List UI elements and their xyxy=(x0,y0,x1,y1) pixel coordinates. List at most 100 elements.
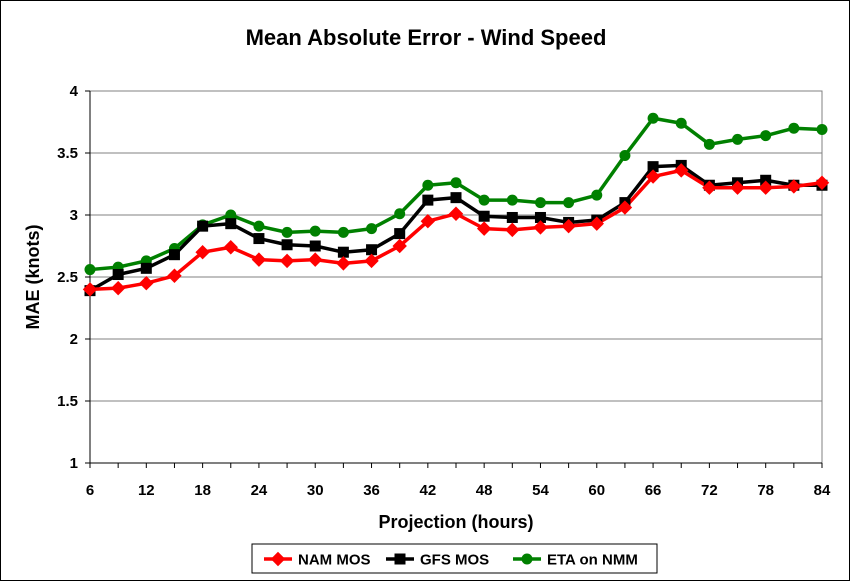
x-tick-label: 36 xyxy=(363,482,380,499)
y-tick-label: 1 xyxy=(70,455,78,472)
data-point-nam-mos xyxy=(617,200,633,215)
x-tick-label: 18 xyxy=(194,482,211,499)
x-tick-label: 54 xyxy=(532,482,549,499)
x-tick-label: 84 xyxy=(814,482,831,499)
x-tick-label: 48 xyxy=(476,482,493,499)
data-point-nam-mos xyxy=(476,221,492,236)
legend-label-eta-on-nmm: ETA on NMM xyxy=(547,552,638,569)
data-point-nam-mos xyxy=(82,282,98,297)
data-point-gfs-mos xyxy=(506,211,518,223)
data-point-gfs-mos xyxy=(112,269,124,281)
data-point-eta-on-nmm xyxy=(591,189,603,201)
data-point-eta-on-nmm xyxy=(394,208,406,220)
data-point-gfs-mos xyxy=(534,211,546,223)
data-point-eta-on-nmm xyxy=(225,209,237,221)
data-point-gfs-mos xyxy=(760,174,772,186)
data-point-gfs-mos xyxy=(225,218,237,230)
legend-label-gfs-mos: GFS MOS xyxy=(420,552,489,569)
data-point-nam-mos xyxy=(110,280,126,296)
legend-box xyxy=(251,543,658,574)
data-point-nam-mos xyxy=(336,256,351,271)
data-point-nam-mos xyxy=(420,213,436,229)
data-point-nam-mos xyxy=(308,252,323,267)
data-point-eta-on-nmm xyxy=(534,197,546,209)
y-tick-label: 2.5 xyxy=(57,269,78,286)
data-point-nam-mos xyxy=(448,206,464,221)
data-point-gfs-mos xyxy=(197,220,209,232)
data-point-eta-on-nmm xyxy=(619,149,631,161)
legend-marker-nam-mos xyxy=(270,551,286,567)
x-tick-label: 24 xyxy=(251,482,268,499)
data-point-gfs-mos xyxy=(281,239,293,251)
y-tick-label: 3.5 xyxy=(57,145,78,162)
data-point-nam-mos xyxy=(167,268,182,283)
data-point-eta-on-nmm xyxy=(506,194,518,206)
data-point-eta-on-nmm xyxy=(450,177,462,189)
data-point-eta-on-nmm xyxy=(422,179,434,191)
data-point-gfs-mos xyxy=(366,244,378,256)
data-point-eta-on-nmm xyxy=(563,197,575,209)
data-point-gfs-mos xyxy=(394,228,406,240)
data-point-eta-on-nmm xyxy=(816,123,828,135)
data-point-eta-on-nmm xyxy=(309,225,321,237)
data-point-nam-mos xyxy=(758,180,773,195)
x-tick-label: 60 xyxy=(588,482,605,499)
legend-marker-eta-on-nmm xyxy=(521,553,533,565)
data-point-nam-mos xyxy=(364,253,379,269)
legend-marker-gfs-mos xyxy=(394,553,406,565)
data-point-gfs-mos xyxy=(450,192,462,204)
data-point-nam-mos xyxy=(645,169,661,184)
data-point-gfs-mos xyxy=(309,240,321,252)
data-point-nam-mos xyxy=(589,216,604,231)
x-tick-label: 66 xyxy=(645,482,662,499)
data-point-eta-on-nmm xyxy=(760,130,772,142)
data-point-nam-mos xyxy=(279,253,295,269)
x-tick-label: 30 xyxy=(307,482,324,499)
data-point-eta-on-nmm xyxy=(478,194,490,206)
x-axis: 6 12 18 24 30 36 42 48 54 60 66 72 78 84 xyxy=(86,91,831,499)
data-point-nam-mos xyxy=(702,180,717,195)
x-tick-label: 12 xyxy=(138,482,155,499)
data-point-nam-mos xyxy=(223,240,238,255)
data-point-eta-on-nmm xyxy=(675,117,687,129)
data-point-nam-mos xyxy=(814,175,830,190)
data-point-eta-on-nmm xyxy=(732,133,744,145)
data-point-gfs-mos xyxy=(140,262,152,274)
data-point-nam-mos xyxy=(139,275,154,291)
data-point-gfs-mos xyxy=(337,246,349,258)
y-axis: 1 1.5 2 2.5 3 3.5 4 xyxy=(57,83,90,472)
data-point-nam-mos xyxy=(505,222,520,238)
data-point-nam-mos xyxy=(251,252,267,267)
y-tick-label: 4 xyxy=(70,83,79,100)
data-point-eta-on-nmm xyxy=(281,226,293,238)
data-point-gfs-mos xyxy=(647,161,659,173)
chart-title: Mean Absolute Error - Wind Speed xyxy=(246,25,607,50)
data-point-gfs-mos xyxy=(422,194,434,206)
y-axis-title: MAE (knots) xyxy=(23,225,43,330)
data-point-nam-mos xyxy=(195,244,210,260)
legend-label-nam-mos: NAM MOS xyxy=(298,552,371,569)
data-point-gfs-mos xyxy=(168,249,180,261)
y-tick-label: 1.5 xyxy=(57,393,78,410)
x-tick-label: 42 xyxy=(420,482,437,499)
data-point-eta-on-nmm xyxy=(647,112,659,124)
data-point-eta-on-nmm xyxy=(337,226,349,238)
data-point-eta-on-nmm xyxy=(253,220,265,232)
series-markers xyxy=(82,112,830,297)
data-point-nam-mos xyxy=(674,163,689,178)
x-tick-label: 78 xyxy=(757,482,774,499)
data-point-nam-mos xyxy=(533,220,548,235)
x-tick-label: 6 xyxy=(86,482,94,499)
data-point-nam-mos xyxy=(392,238,407,254)
data-point-eta-on-nmm xyxy=(84,264,96,276)
data-point-eta-on-nmm xyxy=(788,122,800,134)
x-tick-label: 72 xyxy=(701,482,718,499)
data-point-eta-on-nmm xyxy=(703,138,715,150)
data-point-nam-mos xyxy=(561,218,576,234)
data-point-eta-on-nmm xyxy=(366,223,378,235)
data-point-nam-mos xyxy=(786,179,802,194)
data-point-gfs-mos xyxy=(478,210,490,222)
legend: NAM MOS GFS MOS ETA on NMM xyxy=(251,543,658,574)
